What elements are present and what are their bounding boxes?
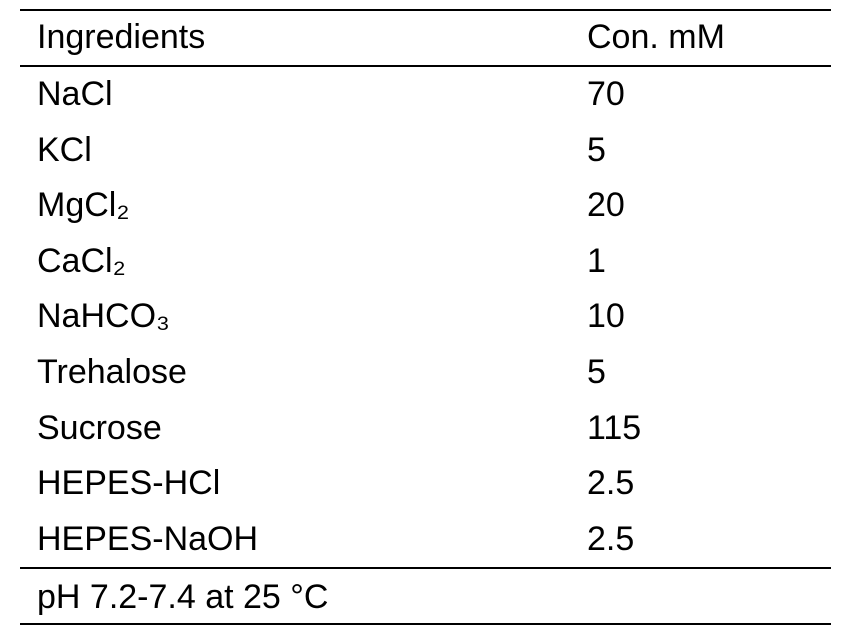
- concentration-cell: 5: [587, 130, 606, 169]
- concentration-cell: 2.5: [587, 464, 635, 503]
- top-rule: [20, 9, 831, 11]
- ingredient-cell: NaHCO₃: [37, 297, 170, 336]
- ingredient-cell: MgCl₂: [37, 186, 130, 225]
- bottom-rule: [20, 623, 831, 625]
- header-cell: Con. mM: [587, 18, 725, 56]
- concentration-cell: 70: [587, 75, 625, 113]
- concentration-cell: 20: [587, 186, 625, 225]
- ingredient-cell: NaCl: [37, 75, 113, 113]
- ingredient-cell: HEPES-HCl: [37, 464, 221, 503]
- ingredient-cell: Sucrose: [37, 408, 162, 447]
- ingredient-cell: HEPES-NaOH: [37, 519, 259, 558]
- concentration-cell: 115: [587, 408, 642, 447]
- concentration-cell: 5: [587, 353, 606, 391]
- concentration-cell: 2.5: [587, 519, 635, 558]
- concentration-cell: 1: [587, 241, 606, 280]
- ingredient-cell: KCl: [37, 130, 92, 169]
- footer-rule: [20, 567, 831, 569]
- ingredient-cell: CaCl₂: [37, 241, 126, 280]
- header-rule: [20, 65, 831, 67]
- header-cell: Ingredients: [37, 18, 206, 56]
- concentration-cell: 10: [587, 297, 625, 336]
- footer-note: pH 7.2-7.4 at 25 °C: [37, 578, 329, 616]
- ingredient-cell: Trehalose: [37, 353, 187, 391]
